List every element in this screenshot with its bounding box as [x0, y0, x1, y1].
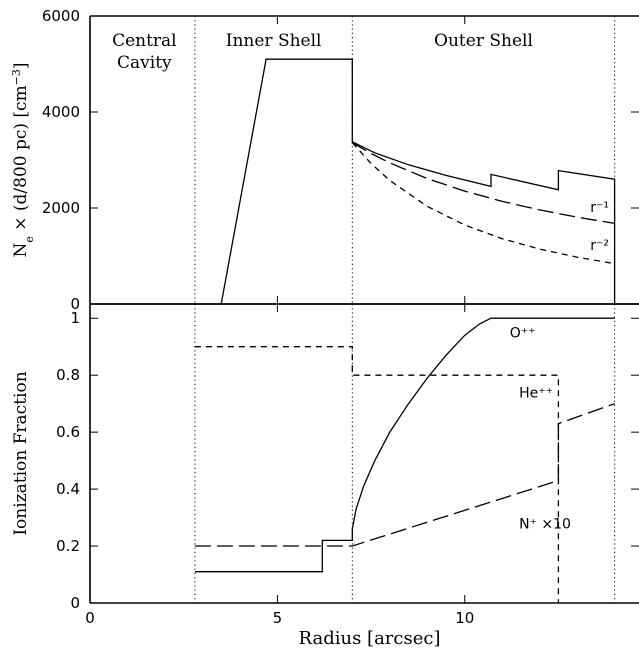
bottom-x-tick-label-1: 5 — [273, 609, 283, 627]
ylabel-sup: −3 — [10, 69, 23, 85]
bottom-y-tick-label-2: 0.4 — [56, 480, 80, 498]
bottom-y-tick-label-4: 0.8 — [56, 366, 80, 384]
top-y-axis-label: Ne × (d/800 pc) [cm−3] — [10, 62, 36, 257]
top-series-label-1: r⁻¹ — [590, 200, 609, 216]
top-series-label-2: r⁻² — [590, 238, 609, 254]
top-y-tick-label-2: 4000 — [42, 103, 80, 121]
ylabel-end: ] — [11, 62, 31, 69]
bottom-x-tick-label-0: 0 — [85, 609, 95, 627]
bottom-y-tick-label-5: 1 — [70, 309, 80, 327]
ylabel-n: N — [11, 243, 31, 258]
top-series-line-2 — [351, 142, 615, 265]
top-region-label-0-0: Central — [112, 31, 177, 51]
ylabel-sub: e — [23, 236, 36, 243]
bottom-series-line-0 — [194, 317, 615, 573]
top-y-tick-label-3: 6000 — [42, 7, 80, 25]
bottom-series-line-2 — [194, 403, 615, 547]
top-region-label-0-1: Cavity — [117, 53, 172, 73]
bottom-y-tick-label-3: 0.6 — [56, 423, 80, 441]
ylabel-mid: × (d/800 pc) [cm — [11, 85, 31, 236]
bottom-series-line-1 — [194, 346, 560, 603]
bottom-series-label-1: He⁺⁺ — [519, 385, 553, 401]
bottom-series-label-2: N⁺ ×10 — [519, 516, 571, 532]
top-y-tick-label-1: 2000 — [42, 199, 80, 217]
top-series-line-1 — [351, 142, 615, 225]
x-axis-label: Radius [arcsec] — [299, 628, 441, 649]
top-y-tick-label-0: 0 — [70, 295, 80, 313]
bottom-x-tick-label-2: 10 — [455, 609, 474, 627]
bottom-panel: 00.20.40.60.81O⁺⁺He⁺⁺N⁺ ×10051015 — [56, 303, 639, 627]
top-region-label-1-0: Inner Shell — [226, 31, 322, 51]
top-series-line-0 — [220, 58, 616, 305]
bottom-y-tick-label-0: 0 — [70, 594, 80, 612]
bottom-y-tick-label-1: 0.2 — [56, 537, 80, 555]
bottom-y-axis-label: Ionization Fraction — [11, 371, 31, 535]
top-region-label-2-0: Outer Shell — [434, 31, 533, 51]
bottom-series-label-0: O⁺⁺ — [510, 325, 536, 341]
